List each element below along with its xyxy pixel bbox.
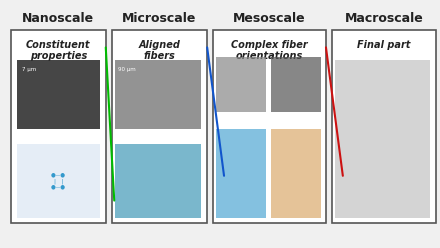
Text: Macroscale: Macroscale bbox=[345, 12, 423, 25]
Bar bbox=[216, 57, 266, 112]
Text: Nanoscale: Nanoscale bbox=[22, 12, 94, 25]
Text: Final part: Final part bbox=[357, 40, 411, 50]
Text: ●—●
|   |
●—●: ●—● | | ●—● bbox=[51, 173, 66, 189]
Bar bbox=[216, 129, 266, 218]
Bar bbox=[17, 60, 100, 129]
Bar bbox=[335, 60, 430, 218]
Bar bbox=[17, 144, 100, 218]
Text: Constituent
properties: Constituent properties bbox=[26, 40, 91, 61]
Text: Mesoscale: Mesoscale bbox=[233, 12, 306, 25]
Bar bbox=[115, 144, 201, 218]
Text: Microscale: Microscale bbox=[122, 12, 197, 25]
Text: Aligned
fibers: Aligned fibers bbox=[139, 40, 180, 61]
Bar bbox=[271, 57, 321, 112]
FancyBboxPatch shape bbox=[11, 30, 106, 223]
FancyBboxPatch shape bbox=[213, 30, 326, 223]
Bar bbox=[271, 129, 321, 218]
Text: 90 μm: 90 μm bbox=[118, 67, 136, 72]
Bar bbox=[17, 60, 100, 129]
Text: Complex fiber
orientations: Complex fiber orientations bbox=[231, 40, 308, 61]
Bar bbox=[115, 60, 201, 129]
FancyBboxPatch shape bbox=[112, 30, 207, 223]
FancyBboxPatch shape bbox=[332, 30, 436, 223]
Text: 7 μm: 7 μm bbox=[22, 67, 36, 72]
